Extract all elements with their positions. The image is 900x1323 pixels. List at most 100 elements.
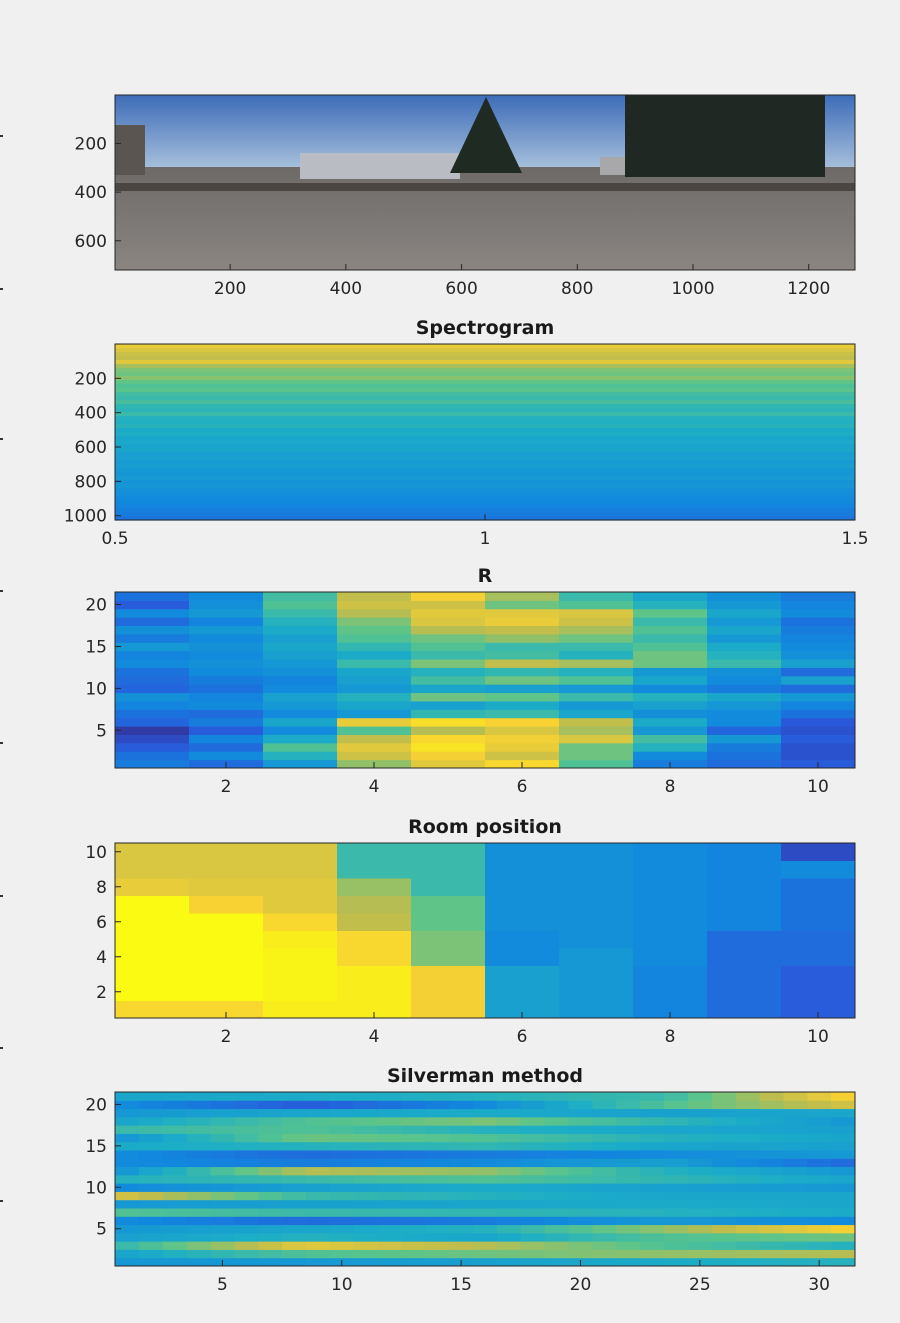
heatmap-cell	[831, 1100, 856, 1110]
heatmap-cell	[115, 1092, 140, 1101]
heatmap-cell	[263, 930, 338, 949]
heatmap-cell	[115, 492, 855, 497]
y-tick-label: 200	[75, 369, 107, 389]
heatmap-cell	[115, 675, 190, 685]
heatmap-cell	[473, 1249, 498, 1259]
heatmap-cell	[189, 642, 264, 652]
heatmap-cell	[210, 1224, 235, 1234]
heatmap-cell	[831, 1241, 856, 1250]
heatmap-cell	[544, 1241, 570, 1250]
heatmap-cell	[115, 500, 855, 505]
heatmap-cell	[305, 1174, 331, 1184]
heatmap-cell	[633, 608, 708, 618]
heatmap-cell	[138, 1241, 164, 1250]
heatmap-cell	[337, 751, 412, 761]
heatmap-cell	[759, 1257, 784, 1267]
heatmap-cell	[781, 642, 856, 652]
heatmap-cell	[337, 717, 412, 727]
heatmap-cell	[707, 983, 782, 1001]
heatmap-cell	[473, 1232, 498, 1242]
heatmap-cell	[353, 1199, 379, 1209]
x-tick-label: 2	[221, 777, 232, 797]
heatmap-cell	[282, 1141, 307, 1151]
heatmap-cell	[305, 1249, 331, 1259]
heatmap-cell	[496, 1141, 522, 1151]
heatmap-cell	[282, 1208, 307, 1217]
heatmap-cell	[377, 1241, 402, 1250]
heatmap-cell	[162, 1166, 188, 1176]
heatmap-cell	[485, 675, 560, 685]
heatmap-cell	[115, 1150, 140, 1159]
heatmap-cell	[520, 1158, 546, 1168]
heatmap-cell	[115, 1257, 140, 1267]
heatmap-cell	[138, 1158, 164, 1168]
heatmap-cell	[781, 726, 856, 735]
heatmap-cell	[337, 965, 412, 984]
heatmap-cell	[783, 1158, 808, 1168]
heatmap-cell	[329, 1174, 355, 1184]
heatmap-cell	[735, 1116, 761, 1126]
heatmap-cell	[411, 608, 486, 618]
heatmap-cell	[411, 759, 486, 769]
heatmap-cell	[831, 1166, 856, 1176]
heatmap-cell	[759, 1232, 784, 1242]
heatmap-cell	[633, 878, 708, 896]
heatmap-cell	[520, 1224, 546, 1234]
heatmap-cell	[592, 1116, 617, 1126]
heatmap-cell	[425, 1216, 450, 1226]
y-tick-label: 5	[96, 721, 107, 741]
heatmap-cell	[263, 633, 338, 643]
heatmap-cell	[711, 1166, 737, 1176]
heatmap-cell	[664, 1108, 689, 1118]
heatmap-cell	[759, 1216, 784, 1226]
heatmap-cell	[592, 1100, 617, 1110]
heatmap-cell	[735, 1100, 761, 1110]
heatmap-cell	[485, 717, 560, 727]
heatmap-cell	[735, 1158, 761, 1168]
heatmap-cell	[559, 1000, 634, 1019]
heatmap-cell	[411, 734, 486, 744]
heatmap-cell	[831, 1199, 856, 1209]
heatmap-cell	[425, 1116, 450, 1126]
y-tick-label: 8	[96, 878, 107, 898]
heatmap-cell	[711, 1216, 737, 1226]
heatmap-cell	[783, 1141, 808, 1151]
heatmap-cell	[633, 617, 708, 627]
heatmap-cell	[520, 1191, 546, 1201]
heatmap-cell	[138, 1208, 164, 1217]
x-tick-label: 8	[665, 777, 676, 797]
heatmap-cell	[520, 1241, 546, 1250]
heatmap-cell	[640, 1224, 665, 1234]
heatmap-cell	[115, 348, 855, 353]
silverman-panel: 5 10 15 20 25 30 5 10 15 20 Silverman method	[0, 1060, 900, 1305]
heatmap-cell	[633, 692, 708, 702]
heatmap-cell	[485, 878, 560, 896]
heatmap-cell	[735, 1150, 761, 1159]
heatmap-cell	[633, 965, 708, 984]
heatmap-cell	[616, 1224, 641, 1234]
heatmap-cell	[592, 1133, 617, 1143]
heatmap-cell	[568, 1191, 593, 1201]
heatmap-cell	[305, 1125, 331, 1134]
heatmap-cell	[640, 1232, 665, 1242]
heatmap-cell	[115, 392, 855, 397]
heatmap-cell	[568, 1100, 593, 1110]
heatmap-cell	[616, 1133, 641, 1143]
x-tick-label: 1.5	[841, 529, 868, 549]
heatmap-cell	[781, 709, 856, 719]
heatmap-cell	[337, 843, 412, 861]
plot-title: Spectrogram	[416, 317, 555, 339]
heatmap-cell	[592, 1183, 617, 1192]
heatmap-cell	[707, 759, 782, 769]
heatmap-cell	[234, 1241, 259, 1250]
heatmap-cell	[831, 1257, 856, 1267]
heatmap-cell	[186, 1208, 211, 1217]
heatmap-cell	[633, 684, 708, 694]
heatmap-cell	[592, 1249, 617, 1259]
x-tick-label: 4	[369, 1027, 380, 1047]
heatmap-cell	[411, 667, 486, 677]
heatmap-cell	[616, 1166, 641, 1176]
heatmap-cell	[353, 1191, 379, 1201]
building	[300, 153, 460, 179]
heatmap-cell	[411, 642, 486, 652]
